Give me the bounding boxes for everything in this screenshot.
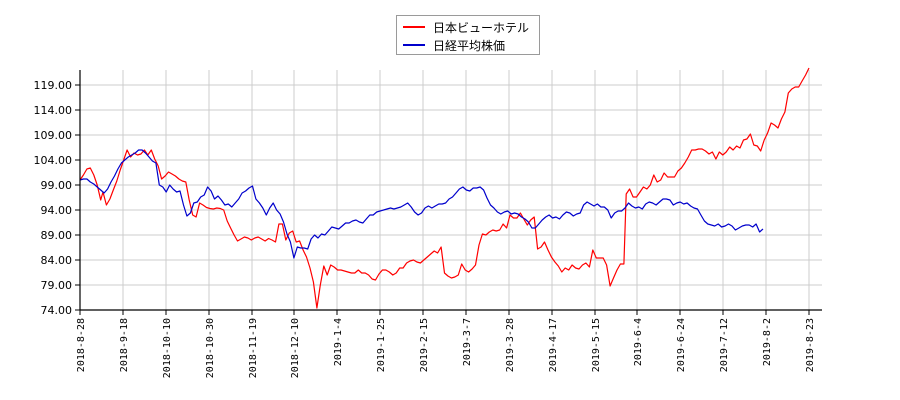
y-tick-label: 74.00 — [41, 304, 73, 317]
y-axis-ticks: 74.00 79.00 84.00 89.00 94.00 99.00 104.00 109.… — [34, 79, 80, 317]
x-tick-label: 2019-5-15 — [591, 318, 602, 372]
legend-label: 日本ビューホテル — [433, 20, 530, 35]
x-tick-label: 2019-1-4 — [333, 318, 344, 366]
x-tick-label: 2019-8-2 — [762, 318, 773, 366]
x-tick-label: 2019-2-15 — [419, 318, 430, 372]
x-tick-label: 2018-12-10 — [290, 318, 301, 378]
chart-legend: 日本ビューホテル 日経平均株価 — [396, 15, 540, 55]
x-tick-label: 2019-6-24 — [676, 318, 687, 372]
y-tick-label: 89.00 — [41, 229, 73, 242]
x-tick-label: 2019-1-25 — [376, 318, 387, 372]
y-tick-label: 79.00 — [41, 279, 73, 292]
y-tick-label: 119.00 — [34, 79, 73, 92]
y-tick-label: 84.00 — [41, 254, 73, 267]
grid-lines — [80, 70, 822, 310]
x-axis-ticks: 2018-8-28 2018-9-18 2018-10-10 2018-10-30 20… — [76, 310, 816, 378]
x-tick-label: 2019-8-23 — [805, 318, 816, 372]
legend-item-nikkei-average: 日経平均株価 — [403, 36, 505, 54]
x-tick-label: 2019-3-7 — [462, 318, 473, 366]
series-line — [79, 149, 764, 259]
x-tick-label: 2019-6-4 — [633, 318, 644, 366]
y-tick-label: 109.00 — [34, 129, 73, 142]
legend-swatch-blue-line-icon — [403, 44, 425, 46]
y-tick-label: 99.00 — [41, 179, 73, 192]
y-tick-label: 94.00 — [41, 204, 73, 217]
y-tick-label: 104.00 — [34, 154, 73, 167]
x-tick-label: 2018-10-10 — [162, 318, 173, 378]
legend-label: 日経平均株価 — [433, 38, 506, 53]
x-tick-label: 2019-3-28 — [505, 318, 516, 372]
series-line — [79, 67, 810, 309]
x-tick-label: 2018-8-28 — [76, 318, 87, 372]
x-tick-label: 2019-7-12 — [719, 318, 730, 372]
x-tick-label: 2019-4-17 — [548, 318, 559, 372]
chart-axes — [79, 70, 822, 311]
chart-series — [79, 67, 810, 309]
legend-swatch-red-line-icon — [403, 26, 425, 28]
y-tick-label: 114.00 — [34, 104, 73, 117]
x-tick-label: 2018-11-19 — [248, 318, 259, 378]
legend-item-nihon-view-hotel: 日本ビューホテル — [403, 18, 529, 36]
x-tick-label: 2018-10-30 — [205, 318, 216, 378]
x-tick-label: 2018-9-18 — [119, 318, 130, 372]
